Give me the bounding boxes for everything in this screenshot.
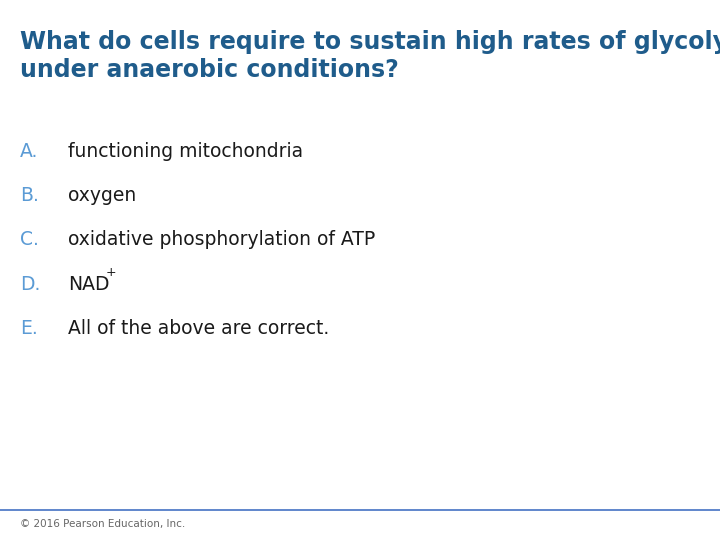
Text: oxidative phosphorylation of ATP: oxidative phosphorylation of ATP [68,230,376,249]
Text: © 2016 Pearson Education, Inc.: © 2016 Pearson Education, Inc. [20,519,186,529]
Text: All of the above are correct.: All of the above are correct. [68,319,330,338]
Text: B.: B. [20,186,39,205]
Text: oxygen: oxygen [68,186,137,205]
Text: E.: E. [20,319,38,338]
Text: A.: A. [20,141,39,161]
Text: +: + [106,266,117,279]
Text: functioning mitochondria: functioning mitochondria [68,141,304,161]
Text: NAD: NAD [68,274,110,294]
Text: What do cells require to sustain high rates of glycolysis
under anaerobic condit: What do cells require to sustain high ra… [20,30,720,83]
Text: C.: C. [20,230,39,249]
Text: D.: D. [20,274,40,294]
